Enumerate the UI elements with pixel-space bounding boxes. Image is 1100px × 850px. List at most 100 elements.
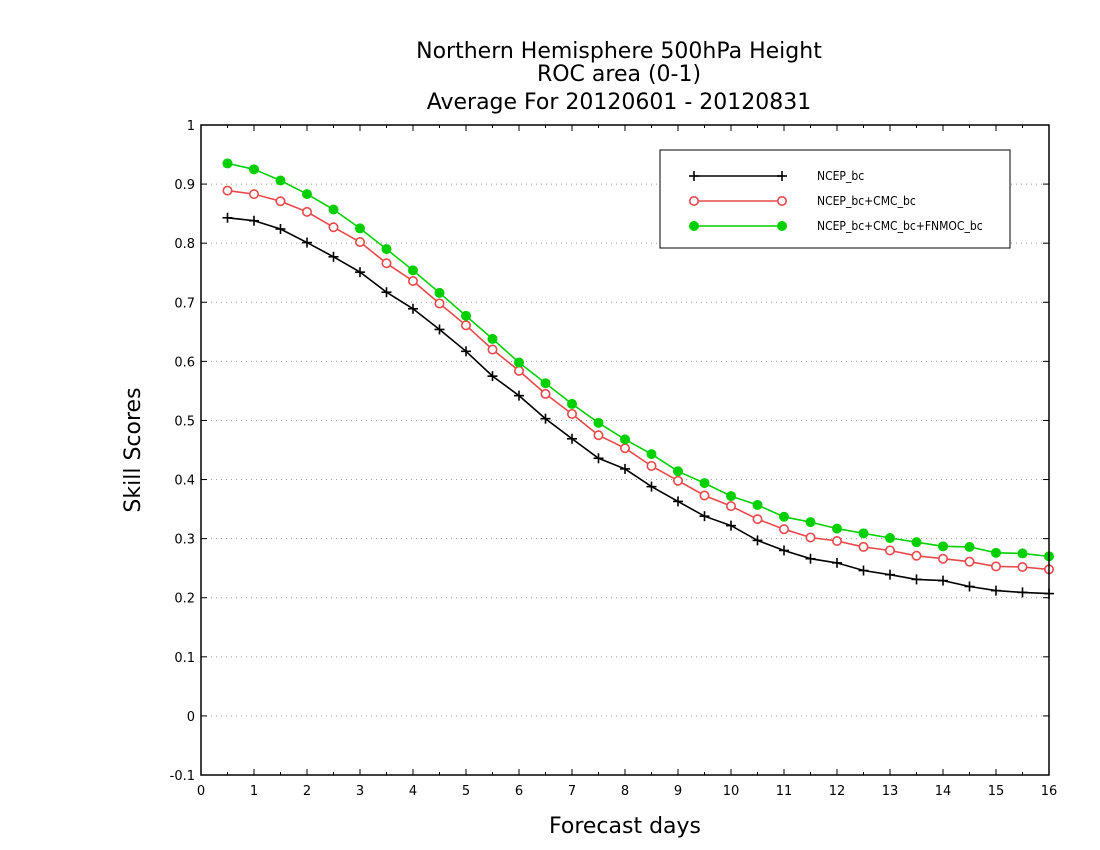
data-point-NCEP_bc+CMC_bc (1017, 561, 1028, 572)
y-axis-label: Skill Scores (121, 387, 146, 512)
data-point-NCEP_bc (699, 511, 710, 522)
series-line-NCEP_bc (227, 217, 1050, 595)
data-point-NCEP_bc+CMC_bc (275, 196, 286, 207)
data-point-NCEP_bc+CMC_bc (513, 365, 524, 376)
data-point-NCEP_bc+CMC_bc (725, 501, 736, 512)
data-point-NCEP_bc (805, 553, 816, 564)
data-point-NCEP_bc+CMC_bc (354, 237, 365, 248)
data-point-NCEP_bc (752, 535, 763, 546)
data-point-NCEP_bc+CMC_bc (222, 185, 233, 196)
data-point-NCEP_bc (408, 303, 418, 314)
data-point-NCEP_bc+CMC_bc+FNMOC_bc (726, 491, 736, 502)
data-point-NCEP_bc+CMC_bc (619, 443, 630, 454)
data-point-NCEP_bc+CMC_bc+FNMOC_bc (275, 175, 286, 186)
data-point-NCEP_bc+CMC_bc+FNMOC_bc (434, 287, 445, 298)
data-point-NCEP_bc (620, 463, 630, 474)
data-point-NCEP_bc+CMC_bc (699, 490, 710, 501)
legend-marker (688, 196, 699, 207)
data-point-NCEP_bc (593, 453, 604, 464)
x-tick-label: 9 (674, 784, 682, 799)
legend-marker (777, 221, 787, 231)
series-NCEP_bc+CMC_bc (222, 185, 1055, 575)
y-tick-label: 0.4 (174, 474, 195, 489)
legend-marker (777, 171, 787, 181)
y-tick-label: 0.7 (174, 296, 195, 311)
x-tick-label: 13 (882, 784, 899, 799)
data-point-NCEP_bc+CMC_bc+FNMOC_bc (646, 449, 657, 460)
title-line-3: Average For 20120601 - 20120831 (427, 90, 812, 115)
legend-label: NCEP_bc (817, 169, 864, 183)
legend-marker (689, 171, 699, 181)
data-point-NCEP_bc+CMC_bc+FNMOC_bc (487, 333, 498, 344)
x-tick-label: 1 (250, 784, 258, 799)
data-point-NCEP_bc+CMC_bc+FNMOC_bc (938, 541, 948, 552)
x-tick-label: 14 (935, 784, 952, 799)
data-point-NCEP_bc (911, 574, 922, 585)
legend-item-NCEP_bc: NCEP_bc (689, 169, 864, 183)
data-point-NCEP_bc+CMC_bc (672, 475, 683, 486)
data-point-NCEP_bc+CMC_bc+FNMOC_bc (222, 158, 233, 169)
data-point-NCEP_bc (858, 565, 869, 576)
x-axis-label: Forecast days (549, 814, 701, 839)
data-point-NCEP_bc+CMC_bc (328, 222, 339, 233)
data-point-NCEP_bc+CMC_bc+FNMOC_bc (699, 478, 710, 489)
data-point-NCEP_bc+CMC_bc+FNMOC_bc (593, 417, 604, 428)
data-point-NCEP_bc+CMC_bc+FNMOC_bc (540, 378, 551, 389)
data-point-NCEP_bc (461, 346, 471, 357)
y-tick-label: -0.1 (170, 769, 195, 784)
y-tick-label: 0 (187, 710, 195, 725)
x-tick-label: 0 (197, 784, 205, 799)
data-point-NCEP_bc+CMC_bc (964, 556, 975, 567)
x-tick-label: 8 (621, 784, 629, 799)
x-tick-label: 4 (409, 784, 417, 799)
x-tick-label: 12 (829, 784, 846, 799)
data-point-NCEP_bc+CMC_bc+FNMOC_bc (408, 265, 418, 276)
data-point-NCEP_bc+CMC_bc (487, 344, 498, 355)
legend-marker (776, 196, 787, 207)
data-point-NCEP_bc+CMC_bc+FNMOC_bc (249, 164, 259, 175)
data-point-NCEP_bc+CMC_bc (381, 258, 392, 269)
x-tick-label: 2 (303, 784, 311, 799)
legend-item-NCEP_bc+CMC_bc: NCEP_bc+CMC_bc (688, 194, 916, 208)
series-layer (222, 158, 1055, 599)
data-point-NCEP_bc (567, 433, 577, 444)
legend-label: NCEP_bc+CMC_bc+FNMOC_bc (817, 219, 983, 233)
data-point-NCEP_bc (302, 237, 312, 248)
axis-ticks (200, 124, 1050, 776)
data-point-NCEP_bc (381, 287, 392, 298)
data-point-NCEP_bc (328, 251, 339, 262)
data-point-NCEP_bc (434, 324, 445, 335)
data-point-NCEP_bc+CMC_bc+FNMOC_bc (964, 541, 975, 552)
legend-label: NCEP_bc+CMC_bc (817, 194, 916, 208)
data-point-NCEP_bc (1017, 587, 1028, 598)
data-point-NCEP_bc (275, 224, 286, 234)
data-point-NCEP_bc+CMC_bc+FNMOC_bc (302, 189, 312, 200)
data-point-NCEP_bc (726, 520, 736, 531)
legend: NCEP_bc NCEP_bc+CMC_bc NCEP_bc+CMC_bc+FNMO… (659, 149, 1011, 249)
legend-marker (689, 221, 699, 231)
legend-box (659, 149, 1011, 249)
x-tick-label: 16 (1041, 784, 1058, 799)
data-point-NCEP_bc+CMC_bc (593, 430, 604, 441)
data-point-NCEP_bc+CMC_bc (884, 545, 895, 556)
data-point-NCEP_bc+CMC_bc+FNMOC_bc (885, 533, 895, 544)
data-point-NCEP_bc+CMC_bc+FNMOC_bc (752, 499, 763, 510)
data-point-NCEP_bc+CMC_bc (805, 532, 816, 543)
x-tick-label: 6 (515, 784, 523, 799)
x-tick-label: 3 (356, 784, 364, 799)
data-point-NCEP_bc+CMC_bc (778, 524, 789, 535)
data-point-NCEP_bc+CMC_bc+FNMOC_bc (461, 310, 471, 321)
data-point-NCEP_bc (991, 585, 1001, 596)
series-NCEP_bc+CMC_bc+FNMOC_bc (222, 158, 1054, 562)
data-point-NCEP_bc+CMC_bc+FNMOC_bc (620, 434, 630, 445)
data-point-NCEP_bc+CMC_bc (434, 298, 445, 309)
data-point-NCEP_bc+CMC_bc (937, 553, 948, 564)
data-point-NCEP_bc (832, 557, 842, 568)
x-tick-label: 5 (462, 784, 470, 799)
data-point-NCEP_bc (779, 545, 789, 556)
data-point-NCEP_bc+CMC_bc (858, 541, 869, 552)
y-tick-label: 0.5 (174, 414, 195, 429)
data-point-NCEP_bc (355, 267, 365, 278)
data-point-NCEP_bc+CMC_bc+FNMOC_bc (673, 466, 683, 477)
